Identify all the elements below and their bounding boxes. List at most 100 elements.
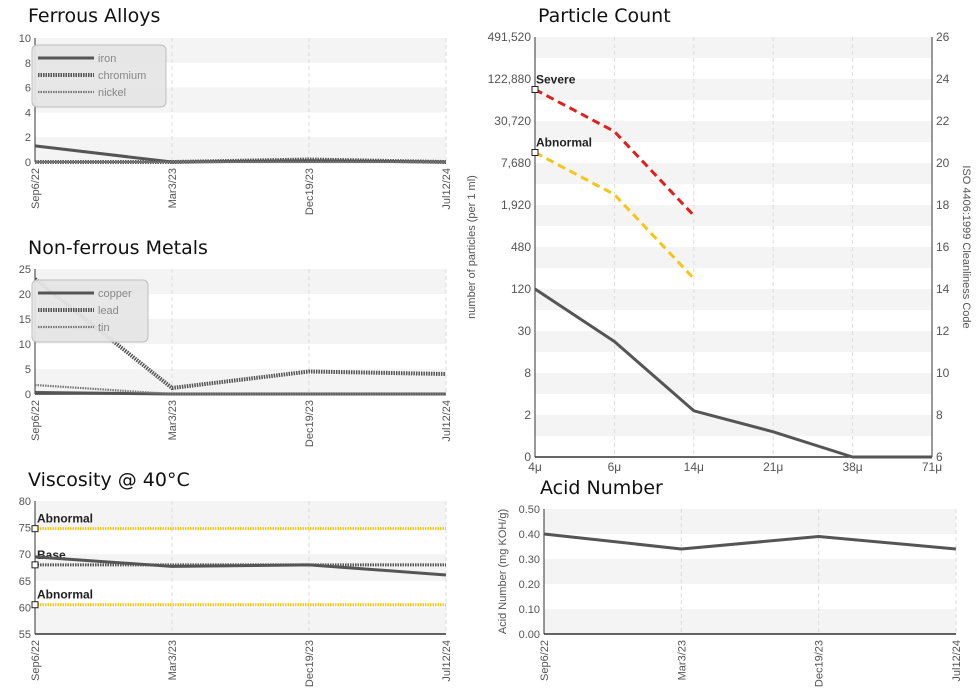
y-tick-label: 0 — [524, 450, 531, 464]
y-tick-label: 25 — [19, 264, 31, 276]
y-tick-label: 120 — [511, 282, 531, 296]
x-tick-label: Jul12/24 — [441, 400, 453, 442]
reference-marker — [31, 525, 39, 533]
y-right-tick-label: 16 — [936, 240, 950, 254]
x-tick-label: Sep6/22 — [30, 640, 42, 681]
y-right-tick-label: 20 — [936, 156, 950, 170]
y-tick-label: 10 — [19, 339, 31, 351]
chart-nonferrous: 0 5 10 15 20 25 Sep6/22 Mar3/23 Dec19/23 Jul12/24… — [19, 264, 453, 447]
y-tick-label: 60 — [19, 602, 31, 614]
chart-viscosity: 55 60 65 70 75 80 Sep6/22 Mar3/23 Dec19/23 Jul12/… — [19, 496, 453, 687]
y-tick-label: 0 — [25, 157, 31, 169]
series-line — [543, 532, 957, 551]
legend-label: copper — [98, 288, 132, 300]
series-line — [34, 555, 447, 577]
x-tick-label: Mar3/23 — [167, 640, 179, 680]
x-tick-label: 14μ — [684, 460, 704, 474]
limit-label: Abnormal — [536, 136, 592, 150]
chart-particle: 0 2 8 30 120 480 1,920 7,680 30,720 122,880 491,52… — [466, 30, 972, 474]
x-tick-label: 38μ — [842, 460, 862, 474]
y-right-tick-label: 6 — [936, 450, 943, 464]
y-tick-label: 4 — [25, 107, 31, 119]
x-tick-label: Sep6/22 — [30, 400, 42, 441]
y-tick-label: 480 — [511, 240, 531, 254]
y-tick-label: 1,920 — [501, 198, 531, 212]
grid-band — [535, 37, 932, 58]
y-tick-label: 10 — [19, 33, 31, 45]
y-tick-label: 8 — [524, 366, 531, 380]
chart-acid: 0.00 0.10 0.20 0.30 0.40 0.50 Sep6/22 Mar3/23 De… — [497, 504, 963, 687]
grid-band — [535, 121, 932, 142]
y-axis-label: number of particles (per 1 ml) — [466, 175, 478, 319]
grid-band — [544, 609, 956, 634]
grid-band — [535, 163, 932, 184]
grid-band — [535, 373, 932, 394]
reference-marker — [31, 561, 39, 569]
reference-label: Abnormal — [37, 512, 93, 526]
y-tick-label: 0.00 — [519, 629, 540, 641]
nonferrous-title: Non-ferrous Metals — [28, 237, 208, 259]
grid-band — [535, 205, 932, 226]
y-tick-label: 2 — [25, 132, 31, 144]
y-right-tick-label: 14 — [936, 282, 950, 296]
x-tick-label: Jul12/24 — [441, 640, 453, 682]
y-right-tick-label: 22 — [936, 114, 950, 128]
limit-marker — [531, 86, 539, 93]
limit-line — [534, 88, 695, 217]
y-tick-label: 55 — [19, 629, 31, 641]
viscosity-title: Viscosity @ 40°C — [28, 469, 190, 491]
limit-marker — [531, 149, 539, 156]
ferrous-title: Ferrous Alloys — [28, 5, 161, 27]
y-right-tick-label: 18 — [936, 198, 950, 212]
y-tick-label: 0 — [25, 389, 31, 401]
x-tick-label: 4μ — [528, 460, 542, 474]
y-tick-label: 0.50 — [519, 504, 540, 516]
grid-band — [535, 289, 932, 310]
grid-band — [535, 415, 932, 436]
y-tick-label: 30,720 — [494, 114, 531, 128]
y-tick-label: 20 — [19, 289, 31, 301]
y-tick-label: 6 — [25, 83, 31, 95]
y-tick-label: 0.40 — [519, 529, 540, 541]
y-tick-label: 65 — [19, 576, 31, 588]
limit-line — [534, 151, 695, 280]
y-tick-label: 5 — [25, 364, 31, 376]
series-line — [34, 383, 446, 396]
y-tick-label: 2 — [524, 408, 531, 422]
x-tick-label: 71μ — [922, 460, 942, 474]
x-tick-label: Dec19/23 — [304, 168, 316, 215]
legend-label: nickel — [98, 87, 126, 99]
grid-band — [535, 79, 932, 100]
x-tick-label: 21μ — [763, 460, 783, 474]
y-right-tick-label: 12 — [936, 324, 950, 338]
y-tick-label: 15 — [19, 314, 31, 326]
y-tick-label: 30 — [518, 324, 532, 338]
y-tick-label: 70 — [19, 549, 31, 561]
y-right-tick-label: 26 — [936, 30, 950, 44]
y-right-tick-label: 10 — [936, 366, 950, 380]
y-tick-label: 80 — [19, 496, 31, 508]
y-tick-label: 122,880 — [488, 72, 532, 86]
y-tick-label: 7,680 — [501, 156, 531, 170]
x-tick-label: Jul12/24 — [441, 168, 453, 210]
x-tick-label: Sep6/22 — [30, 168, 42, 209]
x-tick-label: Mar3/23 — [167, 168, 179, 208]
x-tick-label: Dec19/23 — [304, 640, 316, 687]
grid-band — [35, 607, 446, 634]
x-tick-label: Dec19/23 — [814, 640, 826, 687]
series-line — [534, 287, 932, 459]
y-right-tick-label: 8 — [936, 408, 943, 422]
y-tick-label: 8 — [25, 58, 31, 70]
grid-band — [535, 247, 932, 268]
x-tick-label: Mar3/23 — [676, 640, 688, 680]
y-axis-label: Acid Number (mg KOH/g) — [497, 509, 509, 634]
y-tick-label: 75 — [19, 523, 31, 535]
grid-band — [544, 509, 956, 534]
y-tick-label: 491,520 — [488, 30, 532, 44]
grid-band — [544, 559, 956, 584]
legend-label: chromium — [98, 70, 146, 82]
limit-label: Severe — [536, 73, 576, 87]
x-tick-label: 6μ — [608, 460, 622, 474]
legend-label: tin — [98, 322, 110, 334]
